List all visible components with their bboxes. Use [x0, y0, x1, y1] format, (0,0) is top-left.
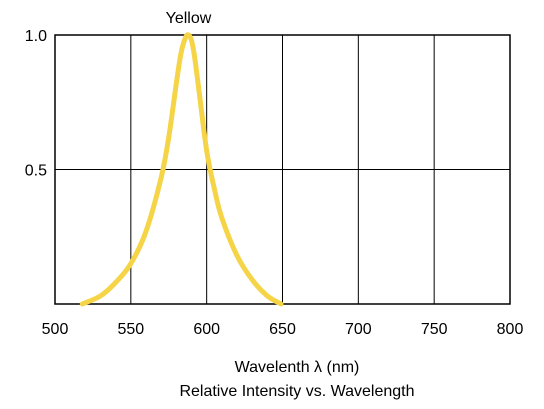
x-tick-labels: 500 550 600 650 700 750 800: [42, 321, 524, 338]
y-tick-label-0.5: 0.5: [25, 163, 47, 180]
x-tick-label-750: 750: [421, 321, 448, 338]
x-axis-title: Wavelenth λ (nm): [235, 359, 360, 376]
x-tick-label-600: 600: [193, 321, 220, 338]
grid: [55, 35, 510, 304]
x-tick-label-550: 550: [117, 321, 144, 338]
x-tick-label-700: 700: [345, 321, 372, 338]
series-layer: [79, 32, 284, 307]
y-tick-label-1.0: 1.0: [25, 28, 47, 45]
y-tick-labels: 1.0 0.5: [25, 28, 47, 180]
x-tick-label-500: 500: [42, 321, 69, 338]
series-label-yellow: Yellow: [166, 10, 212, 27]
chart-title: Relative Intensity vs. Wavelength: [179, 383, 414, 400]
x-tick-label-650: 650: [269, 321, 296, 338]
series-line-yellow: [79, 32, 284, 307]
x-tick-label-800: 800: [497, 321, 524, 338]
